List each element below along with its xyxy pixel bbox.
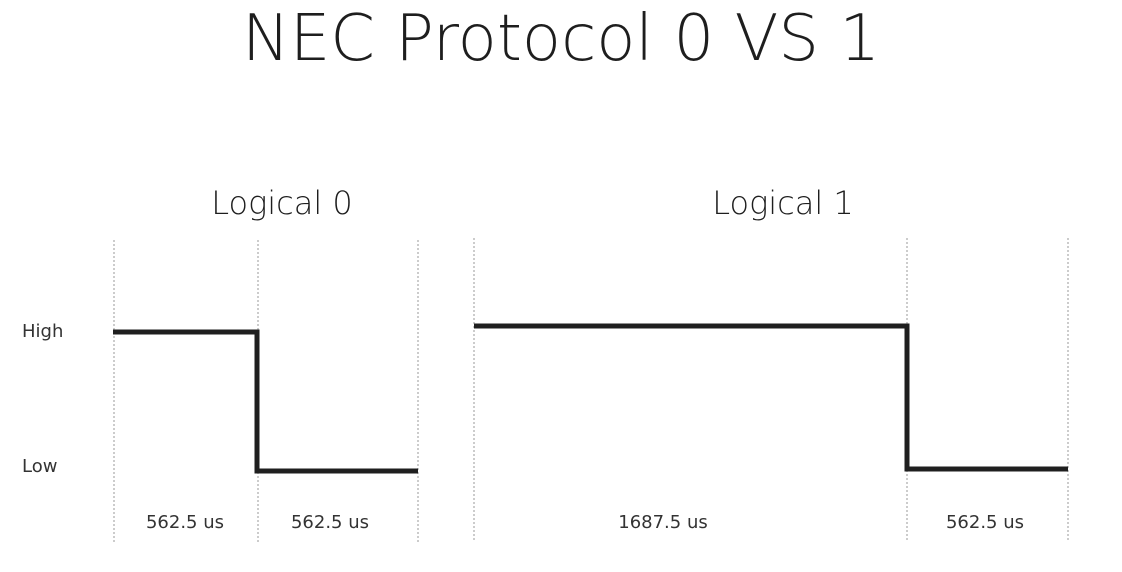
diagram-title: NEC Protocol 0 VS 1 [241,2,881,76]
logical-0-low-duration: 562.5 us [290,512,370,533]
logical-1-waveform [474,323,1068,472]
low-level-label: Low [22,456,58,477]
high-level-label: High [22,321,64,342]
logical-1-title: Logical 1 [712,184,854,222]
logical-0-title: Logical 0 [211,184,353,222]
logical-0-high-duration: 562.5 us [145,512,225,533]
logical-1-low-duration: 562.5 us [945,512,1025,533]
logical-0-waveform [113,329,418,474]
logical-1-high-duration: 1687.5 us [618,512,708,533]
